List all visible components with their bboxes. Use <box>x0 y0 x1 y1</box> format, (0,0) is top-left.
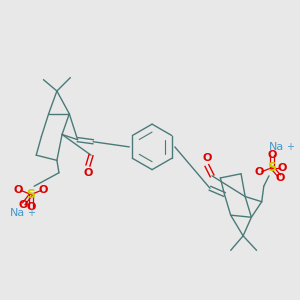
Text: O: O <box>18 200 27 210</box>
Text: O: O <box>202 153 212 163</box>
Text: Na: Na <box>10 208 25 218</box>
Text: +: + <box>286 142 294 152</box>
Text: +: + <box>27 208 35 218</box>
Text: O: O <box>267 150 277 160</box>
Text: O: O <box>278 163 287 172</box>
Text: O: O <box>14 185 23 195</box>
Text: O: O <box>255 167 264 177</box>
Text: O: O <box>83 168 93 178</box>
Text: Na: Na <box>268 142 284 152</box>
Text: S: S <box>268 161 277 174</box>
Text: S: S <box>26 188 35 201</box>
Text: O: O <box>39 185 48 195</box>
Text: O: O <box>276 173 285 183</box>
Text: O: O <box>26 202 36 212</box>
